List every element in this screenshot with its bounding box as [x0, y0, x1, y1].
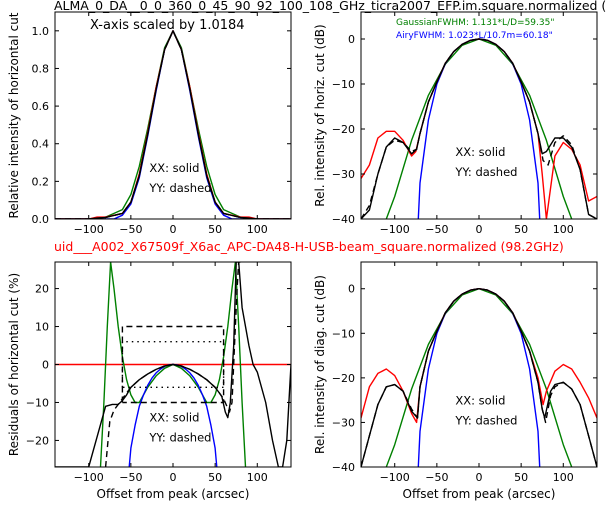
y-tick-label: 0.2: [32, 175, 50, 188]
series-line-4: [361, 38, 597, 219]
x-tick-label: −100: [380, 223, 410, 236]
x-tick-label: 50: [208, 471, 222, 484]
y-tick-label: 0.0: [32, 213, 50, 226]
scale-annotation: X-axis scaled by 1.0184: [90, 18, 245, 33]
series-line-4: [55, 30, 291, 219]
y-tick-label: −10: [26, 396, 49, 409]
x-axis-label: Offset from peak (arcsec): [403, 487, 556, 501]
legend-text: YY: dashed: [148, 430, 211, 444]
panel-br: −100 −50 0 50 100 0 −10 −20 −30 −40 Rel. intensity…: [313, 261, 598, 501]
legend-text: XX: solid: [149, 161, 199, 175]
series-line-6: [121, 341, 225, 388]
x-tick-label: 100: [247, 223, 268, 236]
y-axis-label: Rel. intensity of diag. cut (dB): [313, 275, 327, 454]
x-tick-label: 100: [247, 471, 268, 484]
y-tick-label: −30: [332, 168, 355, 181]
legend-text: YY: dashed: [454, 165, 517, 179]
y-tick-label: 10: [35, 321, 49, 334]
x-tick-label: 50: [514, 471, 528, 484]
x-tick-label: −100: [74, 471, 104, 484]
y-tick-label: 0: [348, 33, 355, 46]
plot-frame: [360, 261, 598, 468]
y-tick-label: −40: [332, 461, 355, 474]
panel-tl: −100 −50 0 50 100 0.0 0.2 0.4 0.6 0.8 1.0 Relative …: [7, 11, 292, 236]
x-tick-label: 0: [170, 223, 177, 236]
gaussian-fwhm-annotation: GaussianFWHM: 1.131*L/D=59.35": [396, 18, 554, 28]
y-tick-label: −10: [332, 78, 355, 91]
y-tick-label: 0.4: [32, 138, 50, 151]
y-tick-label: 20: [35, 283, 49, 296]
series-line-4: [361, 288, 597, 467]
y-tick-label: 0.6: [32, 100, 50, 113]
series-line-0: [385, 288, 573, 467]
series-line-1: [417, 38, 541, 219]
y-tick-label: 0: [42, 359, 49, 372]
legend-text: XX: solid: [149, 410, 199, 424]
x-tick-label: −100: [74, 223, 104, 236]
figure-subtitle: uid___A002_X67509f_X6ac_APC-DA48-H-USB-b…: [54, 239, 564, 254]
series-group: [55, 262, 291, 467]
y-axis-label: Relative intensity of horizontal cut: [7, 12, 21, 218]
series-line-1: [417, 288, 541, 467]
legend-text: YY: dashed: [148, 181, 211, 195]
series-line-3: [361, 38, 597, 219]
series-group: [361, 38, 597, 219]
legend-text: XX: solid: [455, 145, 505, 159]
y-axis-label: Residuals of horizontal cut (%): [7, 273, 21, 456]
y-tick-label: −40: [332, 213, 355, 226]
legend-text: YY: dashed: [454, 414, 517, 428]
y-tick-label: 1.0: [32, 25, 50, 38]
panel-tr: −100 −50 0 50 100 0 −10 −20 −30 −40 Rel. intensity…: [313, 11, 598, 236]
x-tick-label: −50: [425, 223, 448, 236]
y-tick-label: −20: [332, 372, 355, 385]
x-tick-label: 50: [514, 223, 528, 236]
x-tick-label: −50: [119, 471, 142, 484]
y-tick-label: −20: [332, 123, 355, 136]
y-tick-label: −20: [26, 434, 49, 447]
y-tick-label: 0.8: [32, 62, 50, 75]
series-group: [361, 288, 597, 467]
x-tick-label: 0: [170, 471, 177, 484]
x-tick-label: −100: [380, 471, 410, 484]
legend-text: XX: solid: [455, 394, 505, 408]
airy-fwhm-annotation: AiryFWHM: 1.023*L/10.7m=60.18": [396, 31, 553, 41]
x-tick-label: −50: [425, 471, 448, 484]
plot-frame: [360, 11, 598, 220]
x-tick-label: 0: [476, 223, 483, 236]
x-axis-label: Offset from peak (arcsec): [97, 487, 250, 501]
y-axis-label: Rel. intensity of horiz. cut (dB): [313, 24, 327, 206]
series-line-5: [121, 325, 225, 404]
x-tick-label: 100: [553, 471, 574, 484]
x-tick-label: 100: [553, 223, 574, 236]
x-tick-label: 0: [476, 471, 483, 484]
x-tick-label: 50: [208, 223, 222, 236]
y-tick-label: −30: [332, 416, 355, 429]
y-tick-label: −10: [332, 327, 355, 340]
figure-title: ALMA_0_DA__0_0_360_0_45_90_92_100_108_GH…: [54, 0, 606, 13]
y-tick-label: 0: [348, 283, 355, 296]
x-tick-label: −50: [119, 223, 142, 236]
series-group: [55, 30, 291, 219]
